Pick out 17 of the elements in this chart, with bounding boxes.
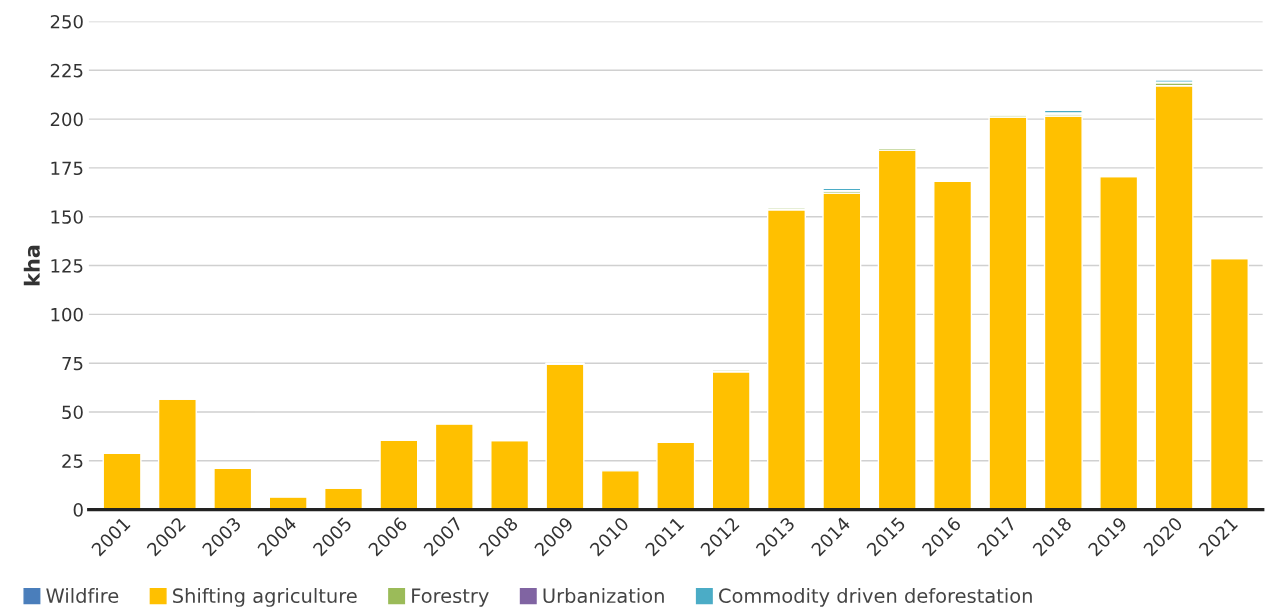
legend-label: Urbanization [543,588,664,604]
y-tick-label: 200 [50,112,83,127]
y-tick-label: 100 [51,307,83,322]
y-tick-label: 150 [51,210,83,224]
y-tick-label: 225 [50,63,83,78]
legend-label: Wildfire [46,588,119,604]
legend-label: Shifting agriculture [173,588,357,607]
y-tick-label: 125 [51,259,83,273]
legend-label: Commodity driven deforestation [719,588,1032,607]
y-tick-label: 50 [62,405,83,420]
y-tick-label: 25 [62,454,83,468]
legend-label: Forestry [412,588,489,607]
y-tick-label: 250 [50,14,83,29]
y-axis-title: kha [23,245,40,286]
y-tick-label: 75 [62,356,83,371]
y-tick-label: 0 [73,503,83,517]
y-tick-label: 175 [51,161,83,176]
